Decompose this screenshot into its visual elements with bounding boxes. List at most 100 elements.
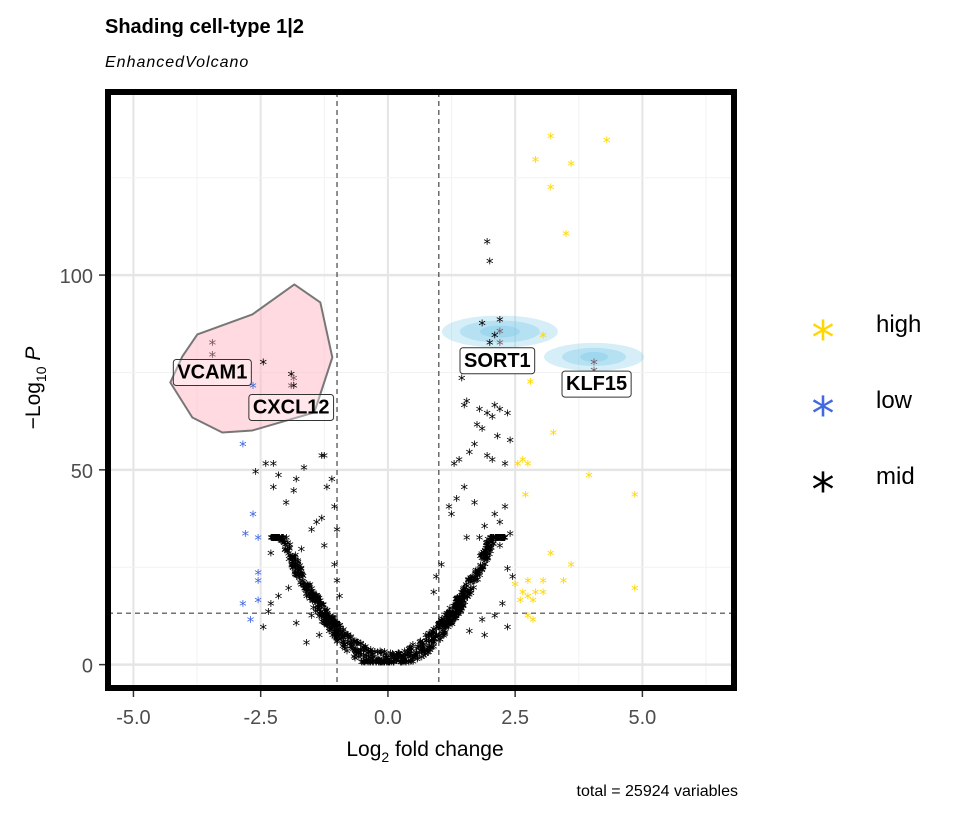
- point-mid: *: [456, 601, 464, 619]
- point-mid: *: [282, 538, 290, 556]
- point-mid: *: [467, 571, 475, 589]
- point-mid: *: [452, 598, 460, 616]
- point-mid: *: [457, 602, 465, 620]
- point-mid: *: [362, 653, 370, 671]
- point-mid: *: [270, 457, 278, 475]
- point-mid: *: [304, 578, 312, 596]
- point-mid: *: [443, 609, 451, 627]
- point-mid: *: [285, 541, 293, 559]
- point-mid: *: [452, 606, 460, 624]
- point-mid: *: [331, 617, 339, 635]
- point-mid: *: [455, 607, 463, 625]
- point-mid: *: [459, 600, 467, 618]
- point-mid: *: [329, 614, 337, 632]
- point-mid: *: [321, 608, 329, 626]
- point-mid: *: [383, 653, 391, 671]
- point-mid: *: [289, 557, 297, 575]
- point-mid: *: [318, 598, 326, 616]
- point-mid: *: [441, 611, 449, 629]
- point-mid: *: [286, 549, 294, 567]
- point-mid: *: [470, 574, 478, 592]
- point-mid: *: [285, 582, 293, 600]
- point-mid: *: [419, 636, 427, 654]
- point-mid: *: [327, 622, 335, 640]
- legend-label-mid: mid: [876, 463, 915, 490]
- point-mid: *: [324, 617, 332, 635]
- point-mid: *: [496, 539, 504, 557]
- point-mid: *: [386, 656, 394, 674]
- point-mid: *: [357, 643, 365, 661]
- point-mid: *: [461, 581, 469, 599]
- point-mid: *: [393, 653, 401, 671]
- point-mid: *: [293, 562, 301, 580]
- point-mid: *: [405, 654, 413, 672]
- point-mid: *: [325, 617, 333, 635]
- point-high: *: [529, 593, 537, 611]
- point-mid: *: [315, 591, 323, 609]
- point-mid: *: [463, 589, 471, 607]
- point-mid: *: [442, 620, 450, 638]
- point-mid: *: [483, 406, 491, 424]
- point-mid: *: [321, 449, 329, 467]
- point-mid: *: [449, 608, 457, 626]
- point-mid: *: [300, 461, 308, 479]
- point-mid: *: [293, 617, 301, 635]
- point-mid: *: [334, 631, 342, 649]
- point-mid: *: [269, 531, 277, 549]
- x-tick-label: 5.0: [628, 707, 656, 729]
- point-mid: *: [360, 648, 368, 666]
- legend-key-high: *: [812, 311, 835, 365]
- point-mid: *: [385, 656, 393, 674]
- point-mid: *: [472, 565, 480, 583]
- point-mid: *: [442, 614, 450, 632]
- point-mid: *: [384, 655, 392, 673]
- point-mid: *: [406, 649, 414, 667]
- point-mid: *: [289, 553, 297, 571]
- point-mid: *: [291, 566, 299, 584]
- point-mid: *: [448, 617, 456, 635]
- point-mid: *: [430, 640, 438, 658]
- point-mid: *: [467, 584, 475, 602]
- point-mid: *: [296, 570, 304, 588]
- point-mid: *: [493, 531, 501, 549]
- point-mid: *: [313, 515, 321, 533]
- point-mid: *: [442, 617, 450, 635]
- point-mid: *: [317, 607, 325, 625]
- point-mid: *: [267, 597, 275, 615]
- point-mid: *: [447, 607, 455, 625]
- point-mid: *: [501, 531, 509, 549]
- point-mid: *: [367, 656, 375, 674]
- point-mid: *: [352, 645, 360, 663]
- point-mid: *: [315, 595, 323, 613]
- point-mid: *: [315, 628, 323, 646]
- point-mid: *: [323, 608, 331, 626]
- point-mid: *: [465, 573, 473, 591]
- point-mid: *: [403, 649, 411, 667]
- point-mid: *: [445, 615, 453, 633]
- point-mid: *: [353, 645, 361, 663]
- point-mid: *: [481, 519, 489, 537]
- point-mid: *: [268, 531, 276, 549]
- point-mid: *: [340, 636, 348, 654]
- point-mid: *: [328, 611, 336, 629]
- point-mid: *: [430, 631, 438, 649]
- point-mid: *: [380, 656, 388, 674]
- point-mid: *: [453, 599, 461, 617]
- point-mid: *: [365, 646, 373, 664]
- point-mid: *: [460, 591, 468, 609]
- point-mid: *: [387, 646, 395, 664]
- point-mid: *: [386, 653, 394, 671]
- point-high: *: [532, 586, 540, 604]
- point-mid: *: [326, 617, 334, 635]
- point-mid: *: [287, 551, 295, 569]
- point-mid: *: [298, 568, 306, 586]
- point-mid: *: [460, 582, 468, 600]
- point-mid: *: [412, 646, 420, 664]
- point-mid: *: [422, 634, 430, 652]
- point-mid: *: [332, 631, 340, 649]
- point-mid: *: [495, 531, 503, 549]
- point-low: *: [239, 437, 247, 455]
- point-mid: *: [308, 523, 316, 541]
- point-shaded: *: [496, 336, 504, 354]
- point-mid: *: [447, 617, 455, 635]
